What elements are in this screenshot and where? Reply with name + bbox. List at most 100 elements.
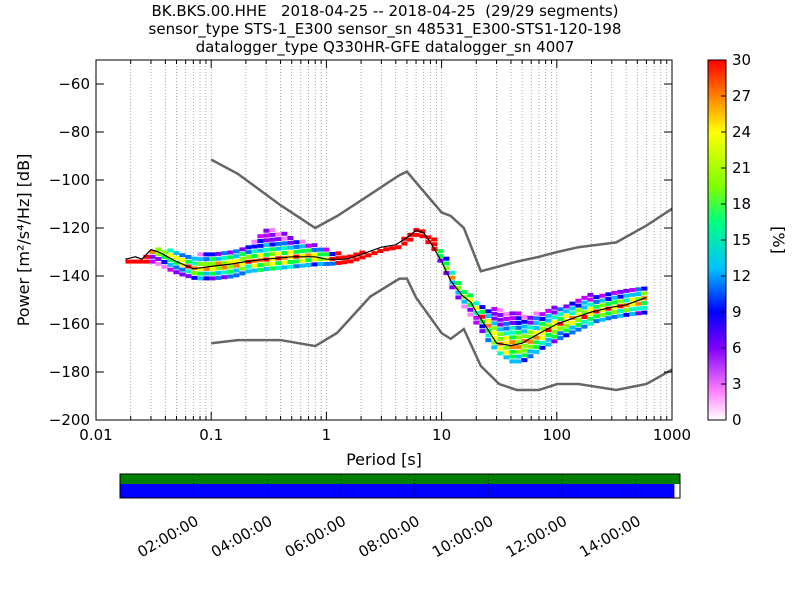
heatmap-cell [269,242,276,247]
heatmap-cell [617,299,624,304]
heatmap-cell [533,345,540,350]
heatmap-cell [563,304,570,309]
heatmap-cell [551,310,558,315]
heatmap-cell [353,257,360,262]
heatmap-cell [269,228,276,233]
heatmap-cell [623,298,630,303]
heatmap-cell [179,253,186,258]
heatmap-cell [629,307,636,312]
heatmap-cell [167,258,174,263]
heatmap-cell [197,266,204,271]
heatmap-cell [587,302,594,307]
heatmap-cell [317,262,324,266]
heatmap-cell [167,262,174,267]
heatmap-cell [233,249,240,254]
heatmap-cell [437,249,444,254]
heatmap-cell [557,336,564,341]
colorbar-tick-label: 9 [732,303,742,321]
heatmap-cell [485,309,492,314]
heatmap-cell [413,232,420,237]
heatmap-cell [539,345,546,350]
heatmap-cell [221,270,228,275]
y-tick-label: −120 [49,219,90,237]
heatmap-cell [479,329,486,334]
heatmap-cell [503,326,510,331]
heatmap-cell [293,240,300,245]
heatmap-cell [317,257,324,262]
heatmap-cell [629,292,636,297]
heatmap-cell [197,262,204,266]
heatmap-cell [503,331,510,336]
heatmap-cell [287,264,294,269]
heatmap-cell [449,275,456,280]
heatmap-cell [527,320,534,325]
heatmap-cell [245,264,252,269]
heatmap-cell [551,339,558,344]
heatmap-cell [503,355,510,360]
heatmap-cell [605,311,612,316]
heatmap-cell [275,246,282,251]
heatmap-cell [569,320,576,325]
heatmap-cell [455,285,462,290]
heatmap-cell [299,249,306,254]
heatmap-cell [611,290,618,295]
heatmap-cell [257,243,264,248]
heatmap-cell [419,229,426,234]
heatmap-cell [239,261,246,266]
heatmap-cell [293,264,300,269]
heatmap-cell [515,311,522,316]
heatmap-cell [467,302,474,307]
y-tick-label: −160 [49,315,90,333]
heatmap-cell [203,271,210,276]
heatmap-cell [203,266,210,271]
y-tick-label: −200 [49,411,90,429]
x-tick-label: 100 [542,426,571,444]
timeline-tick-label: 04:00:00 [208,512,275,561]
heatmap-cell [323,247,330,252]
heatmap-cell [251,268,258,273]
heatmap-cell [239,256,246,261]
heatmap-cell [491,326,498,331]
heatmap-cell [641,286,648,291]
heatmap-cell [515,359,522,364]
heatmap-cell [269,232,276,237]
heatmap-cell [467,298,474,303]
heatmap-cell [617,309,624,314]
heatmap-cell [161,250,168,255]
heatmap-cell [551,334,558,339]
heatmap-cell [227,269,234,274]
heatmap-cell [635,296,642,301]
heatmap-cell [287,240,294,245]
heatmap-cell [185,254,192,259]
nhnm-line [210,158,672,273]
timeline-panel: 02:00:00 04:00:00 06:00:00 08:00:00 10:00:00… [119,473,681,561]
heatmap-cell [545,342,552,347]
heatmap-cell [593,299,600,304]
heatmap-cell [545,313,552,318]
heatmap-cell [269,261,276,266]
heatmap-cell [263,228,270,233]
heatmap-cell [233,258,240,263]
heatmap-cell [515,335,522,340]
heatmap-cell [239,271,246,276]
heatmap-cell [161,255,168,260]
heatmap-cell [449,270,456,275]
heatmap-cell [149,254,156,259]
data-availability-bar [120,474,680,484]
heatmap-cell [455,290,462,295]
heatmap-cell [575,308,582,313]
heatmap-cell [173,255,180,260]
heatmap-cell [485,323,492,328]
heatmap-cell [425,235,432,240]
heatmap-cell [281,231,288,236]
heatmap-cell [269,237,276,242]
heatmap-cell [521,314,528,319]
heatmap-cell [611,295,618,300]
heatmap-cell [263,267,270,272]
heatmap-cell [539,321,546,326]
heatmap-cell [509,359,516,364]
heatmap-cell [275,265,282,270]
heatmap-cell [479,314,486,319]
heatmap-cell [467,293,474,298]
